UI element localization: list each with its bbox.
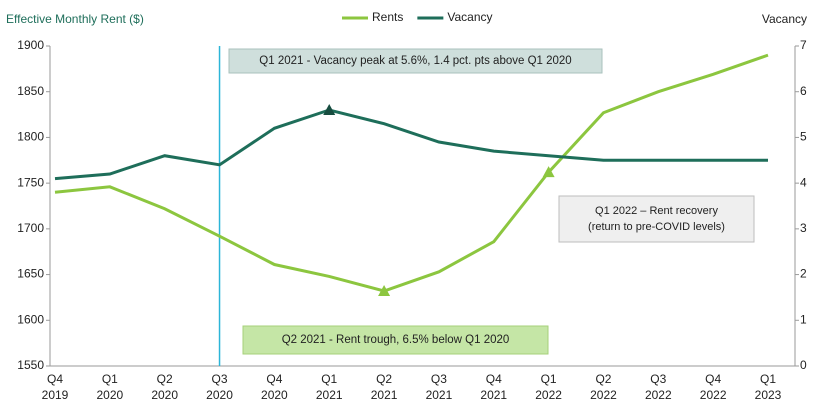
- y2-tick-label: 3: [800, 221, 807, 235]
- y2-tick-label: 0: [800, 358, 807, 372]
- series-line: [54, 108, 768, 181]
- annotation-text: Q1 2022 – Rent recovery: [595, 205, 718, 217]
- y-axis-title: Effective Monthly Rent ($): [6, 12, 144, 26]
- x-tick-label: Q4 2021: [480, 372, 507, 402]
- highlight-marker: [542, 166, 555, 178]
- y-tick-label: 1700: [17, 221, 44, 235]
- y-tick-label: 1850: [17, 84, 44, 98]
- y2-tick-label: 1: [800, 312, 807, 326]
- annotation-text: Q2 2021 - Rent trough, 6.5% below Q1 202…: [282, 334, 510, 346]
- y2-axis-title: Vacancy: [762, 12, 807, 26]
- y2-tick-label: 4: [800, 175, 807, 189]
- series-line: [54, 53, 769, 293]
- y2-tick-label: 2: [800, 267, 807, 281]
- legend-label: Vacancy: [447, 10, 492, 24]
- annotation-box: [558, 195, 755, 243]
- x-tick-label: Q1 2020: [96, 372, 123, 402]
- annotation-box: [242, 325, 549, 355]
- y-tick-label: 1800: [17, 130, 44, 144]
- x-tick-label: Q4 2019: [42, 372, 69, 402]
- annotation-box: [228, 48, 603, 74]
- x-tick-label: Q3 2021: [426, 372, 453, 402]
- y-tick-label: 1900: [17, 38, 44, 52]
- y-tick-label: 1550: [17, 358, 44, 372]
- y-tick-label: 1750: [17, 175, 44, 189]
- x-tick-label: Q3 2020: [206, 372, 233, 402]
- annotation-text: (return to pre-COVID levels): [588, 221, 725, 233]
- y2-tick-label: 5: [800, 130, 807, 144]
- x-tick-label: Q2 2020: [151, 372, 178, 402]
- x-tick-label: Q1 2022: [535, 372, 562, 402]
- y-tick-label: 1650: [17, 267, 44, 281]
- x-tick-label: Q4 2022: [700, 372, 727, 402]
- x-tick-label: Q1 2023: [755, 372, 782, 402]
- highlight-marker: [323, 104, 336, 115]
- x-tick-label: Q3 2022: [645, 372, 672, 402]
- x-tick-label: Q2 2021: [371, 372, 398, 402]
- x-tick-label: Q4 2020: [261, 372, 288, 402]
- y-tick-label: 1600: [17, 312, 44, 326]
- y2-tick-label: 7: [800, 38, 807, 52]
- y2-tick-label: 6: [800, 84, 807, 98]
- legend-label: Rents: [372, 10, 403, 24]
- highlight-marker: [378, 285, 391, 297]
- x-tick-label: Q1 2021: [316, 372, 343, 402]
- x-tick-label: Q2 2022: [590, 372, 617, 402]
- annotation-text: Q1 2021 - Vacancy peak at 5.6%, 1.4 pct.…: [259, 55, 571, 67]
